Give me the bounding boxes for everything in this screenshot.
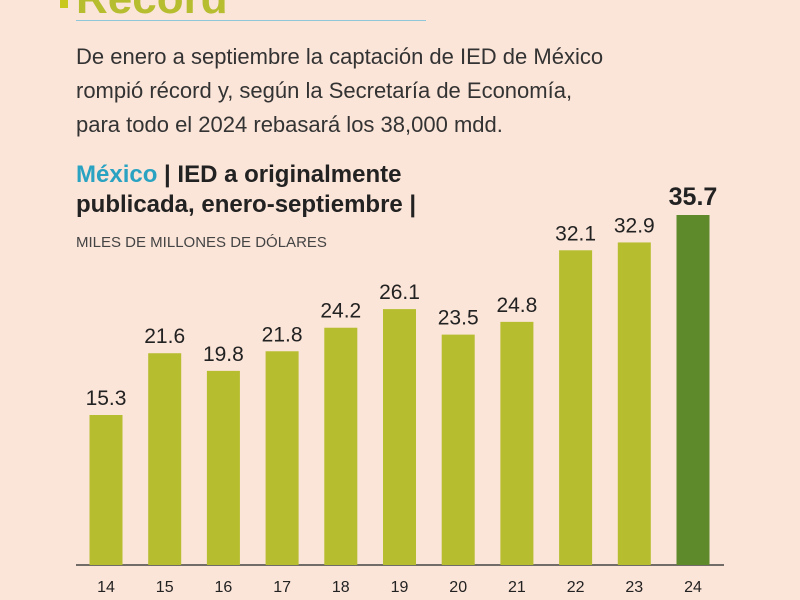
- x-tick-label: 23: [625, 579, 643, 596]
- data-label: 32.9: [614, 214, 655, 237]
- chart-title-prefix: México: [76, 161, 158, 188]
- intro-line: para todo el 2024 rebasará los 38,000 md…: [76, 112, 503, 137]
- chart-subtitle: MILES DE MILLONES DE DÓLARES: [76, 234, 327, 251]
- bar: [383, 309, 416, 565]
- bar: [617, 242, 651, 565]
- data-label: 24.2: [320, 300, 361, 323]
- intro-line: rompió récord y, según la Secretaría de …: [76, 78, 573, 103]
- data-label: 19.8: [203, 343, 244, 366]
- bar: [441, 334, 475, 565]
- title-marker: [60, 0, 68, 8]
- bar: [676, 215, 710, 565]
- x-tick-label: 22: [567, 579, 585, 596]
- x-tick-label: 21: [508, 579, 526, 596]
- x-tick-label: 19: [391, 579, 409, 596]
- x-tick-label: 20: [449, 579, 467, 596]
- page-title: Récord: [76, 0, 228, 24]
- data-label: 21.8: [262, 323, 303, 346]
- intro: De enero a septiembre la captación de IE…: [76, 40, 603, 142]
- x-tick-label: 14: [97, 579, 115, 596]
- data-label: 15.3: [86, 387, 127, 410]
- data-label: 26.1: [379, 281, 420, 304]
- x-tick-label: 24: [684, 579, 702, 596]
- title-rule: [76, 20, 426, 21]
- bar: [89, 415, 123, 565]
- intro-line: De enero a septiembre la captación de IE…: [76, 44, 604, 69]
- x-tick-label: 15: [156, 579, 174, 596]
- bar: [206, 370, 240, 565]
- x-tick-label: 18: [332, 579, 350, 596]
- chart-title: | IED a originalmente publicada, enero-s…: [76, 161, 417, 218]
- bar: [559, 250, 593, 565]
- bar: [324, 327, 358, 565]
- data-label: 35.7: [669, 183, 718, 211]
- x-tick-label: 17: [273, 579, 291, 596]
- data-label: 21.6: [144, 325, 185, 348]
- data-label: 24.8: [496, 294, 537, 317]
- chart-heading: México | IED a originalmente publicada, …: [76, 160, 526, 220]
- data-label: 23.5: [438, 307, 479, 330]
- bar: [148, 353, 182, 565]
- x-tick-label: 16: [215, 579, 233, 596]
- bar: [500, 321, 534, 565]
- bar: [265, 351, 299, 565]
- data-label: 32.1: [555, 222, 596, 245]
